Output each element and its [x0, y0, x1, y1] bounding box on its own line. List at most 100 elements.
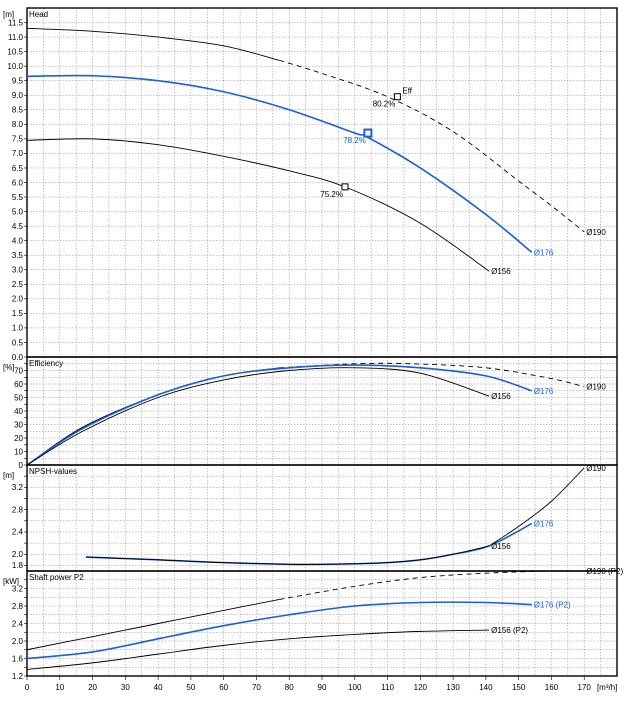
series-line	[85, 545, 490, 565]
series-label: Ø190	[586, 228, 606, 237]
y-tick-label: 7.0	[12, 149, 24, 158]
y-tick-label: 0.0	[12, 353, 24, 362]
bep-label: 75.2%	[320, 190, 343, 199]
series-line	[26, 601, 532, 660]
x-tick-label: 0	[25, 683, 30, 692]
y-tick-label: 0.5	[12, 338, 24, 347]
series-line-dashed	[279, 362, 585, 388]
y-tick-label: 11.0	[8, 33, 24, 42]
series-line	[26, 138, 490, 272]
y-tick-label: 60	[14, 380, 23, 389]
series-line-dashed	[279, 59, 585, 233]
series-label: Ø176	[534, 387, 554, 396]
x-tick-label: 80	[285, 683, 294, 692]
panel-title: NPSH-values	[29, 467, 77, 476]
x-tick-label: 90	[318, 683, 327, 692]
series-label: Ø190	[586, 383, 606, 392]
series-line	[26, 27, 280, 61]
series-label: Ø156	[491, 267, 511, 276]
y-tick-label: 0	[19, 461, 24, 470]
y-tick-label: 2.4	[12, 619, 24, 628]
x-tick-label: 160	[545, 683, 559, 692]
y-tick-label: 1.5	[12, 309, 24, 318]
y-tick-label: 3.0	[12, 266, 24, 275]
series-label: Ø156 (P2)	[491, 626, 528, 635]
y-unit-label: [m]	[3, 10, 14, 19]
y-tick-label: 8.5	[12, 106, 24, 115]
series-line	[26, 74, 533, 253]
y-tick-label: 30	[14, 420, 23, 429]
eff-label: Eff	[402, 87, 412, 96]
x-tick-label: 10	[55, 683, 64, 692]
x-tick-label: 140	[479, 683, 493, 692]
y-tick-label: 8.0	[12, 120, 24, 129]
series-label: Ø176	[534, 248, 554, 257]
y-tick-label: 7.5	[12, 135, 24, 144]
x-tick-label: 130	[446, 683, 460, 692]
y-tick-label: 6.5	[12, 164, 24, 173]
series-label: Ø156	[491, 542, 511, 551]
x-tick-label: 120	[414, 683, 428, 692]
y-tick-label: 2.0	[12, 637, 24, 646]
y-tick-label: 2.0	[12, 550, 24, 559]
x-tick-label: 170	[578, 683, 592, 692]
series-line	[26, 367, 490, 466]
y-tick-label: 1.6	[12, 654, 24, 663]
y-tick-label: 10.0	[7, 62, 23, 71]
series-line	[26, 367, 280, 466]
y-tick-label: 70	[14, 366, 23, 375]
y-tick-label: 9.0	[12, 91, 24, 100]
bep-label: 80.2%	[373, 100, 396, 109]
y-tick-label: 4.5	[12, 222, 24, 231]
y-unit-label: [%]	[3, 363, 15, 372]
x-tick-label: 150	[512, 683, 526, 692]
y-tick-label: 40	[14, 407, 23, 416]
y-tick-label: 3.5	[12, 251, 24, 260]
x-unit-label: [m³/h]	[597, 683, 617, 692]
y-tick-label: 10	[14, 447, 23, 456]
panel-title: Shaft power P2	[29, 573, 84, 582]
series-line-dashed	[279, 570, 585, 600]
x-tick-label: 70	[252, 683, 261, 692]
series-line	[488, 467, 585, 547]
series-label: Ø190	[586, 464, 606, 473]
y-tick-label: 10.5	[7, 47, 23, 56]
y-tick-label: 2.8	[12, 505, 24, 514]
x-tick-label: 40	[154, 683, 163, 692]
y-tick-label: 4.0	[12, 236, 24, 245]
y-tick-label: 1.0	[12, 324, 24, 333]
y-unit-label: [kW]	[3, 577, 19, 586]
y-tick-label: 1.2	[12, 672, 24, 681]
y-tick-label: 5.0	[12, 207, 24, 216]
y-tick-label: 50	[14, 393, 23, 402]
x-tick-label: 110	[381, 683, 394, 692]
bep-label: 78.2%	[343, 136, 366, 145]
y-tick-label: 2.0	[12, 295, 24, 304]
y-tick-label: 11.5	[8, 18, 24, 27]
series-line	[85, 522, 533, 566]
series-line	[26, 629, 490, 670]
panel-title: Efficiency	[29, 359, 63, 368]
bep-marker	[363, 128, 373, 138]
series-line	[26, 598, 280, 651]
series-label: Ø190 (P2)	[586, 567, 623, 576]
bep-marker	[341, 183, 349, 191]
bep-marker	[393, 93, 401, 101]
x-tick-label: 20	[88, 683, 97, 692]
series-label: Ø156	[491, 392, 511, 401]
y-tick-label: 5.5	[12, 193, 24, 202]
y-tick-label: 3.2	[12, 584, 24, 593]
series-line	[26, 364, 533, 466]
y-tick-label: 2.4	[12, 528, 24, 537]
series-label: Ø176	[534, 520, 554, 529]
x-tick-label: 50	[186, 683, 195, 692]
y-tick-label: 1.8	[12, 561, 24, 570]
y-tick-label: 6.0	[12, 178, 24, 187]
y-tick-label: 2.5	[12, 280, 24, 289]
x-tick-label: 100	[348, 683, 362, 692]
panel-title: Head	[29, 10, 48, 19]
y-tick-label: 20	[14, 434, 23, 443]
x-tick-label: 60	[219, 683, 228, 692]
x-tick-label: 30	[121, 683, 130, 692]
